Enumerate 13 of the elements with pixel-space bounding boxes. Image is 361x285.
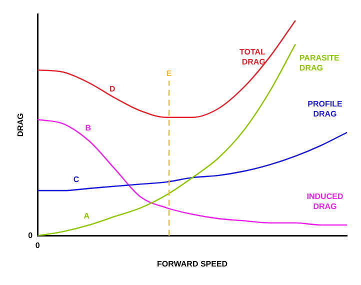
annotation: A	[84, 212, 90, 221]
text: 0	[28, 231, 34, 240]
annotation: C	[73, 175, 80, 184]
series-label: PARASITE DRAG	[299, 53, 340, 72]
series-label: INDUCED DRAG	[306, 192, 344, 212]
series-label: PROFILE DRAG	[308, 100, 343, 119]
annotation: E	[166, 68, 172, 78]
x-axis-title: FORWARD SPEED	[157, 259, 228, 268]
annotation: D	[109, 84, 116, 94]
y-axis-title: DRAG	[16, 113, 26, 137]
annotation: B	[85, 123, 92, 132]
text: 0	[35, 241, 40, 250]
series-label: TOTAL DRAG	[240, 48, 266, 67]
